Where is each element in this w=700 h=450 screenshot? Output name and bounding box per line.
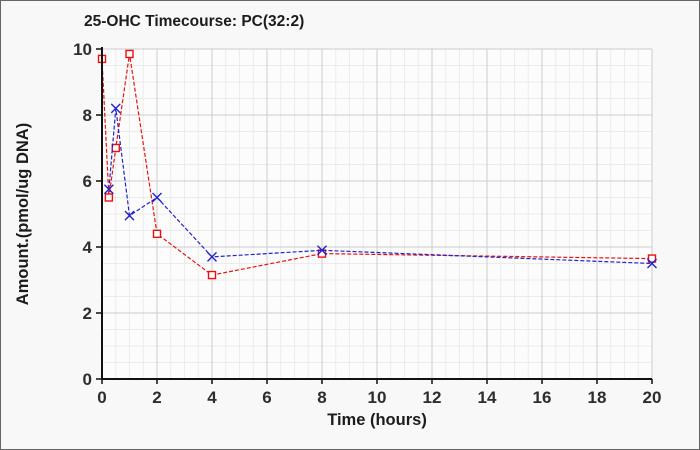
square-marker [152, 229, 162, 239]
x-tick-label: 6 [262, 388, 271, 407]
x-marker [207, 251, 217, 262]
y-tick-label: 6 [83, 172, 92, 191]
x-tick-label: 4 [207, 388, 217, 407]
x-marker [103, 184, 114, 195]
y-tick-label: 4 [83, 238, 93, 257]
x-tick-label: 8 [317, 388, 326, 407]
y-tick-label: 0 [83, 370, 92, 389]
blue-series [103, 103, 657, 269]
y-tick-label: 10 [73, 40, 92, 59]
major-gridlines [102, 48, 653, 379]
y-tick-label: 2 [83, 304, 92, 323]
square-marker [111, 143, 120, 153]
axes [96, 47, 653, 384]
y-tick-label: 8 [83, 106, 92, 125]
red-series-line [101, 53, 653, 276]
x-marker [152, 192, 162, 203]
square-marker [104, 193, 114, 202]
x-marker [647, 258, 657, 269]
x-tick-label: 18 [588, 388, 607, 407]
x-axis-title: Time (hours) [327, 411, 427, 429]
y-axis-title: Amount.(pmol/ug DNA) [14, 123, 32, 305]
x-tick-label: 20 [643, 388, 662, 407]
tick-labels: 0 2 4 6 8 10 12 14 16 18 20 0 2 4 6 8 10 [73, 40, 661, 407]
chart-title: 25-OHC Timecourse: PC(32:2) [84, 13, 304, 30]
square-marker [647, 254, 657, 263]
square-marker [207, 270, 217, 280]
x-tick-label: 2 [152, 388, 161, 407]
x-tick-label: 14 [478, 388, 497, 407]
x-tick-label: 10 [368, 388, 387, 407]
x-marker [317, 245, 327, 256]
minor-gridlines [102, 49, 652, 379]
x-tick-label: 12 [423, 388, 442, 407]
x-tick-label: 0 [97, 388, 106, 407]
square-marker [125, 49, 134, 59]
x-tick-label: 16 [533, 388, 552, 407]
x-marker [110, 103, 121, 114]
x-marker [124, 210, 135, 221]
